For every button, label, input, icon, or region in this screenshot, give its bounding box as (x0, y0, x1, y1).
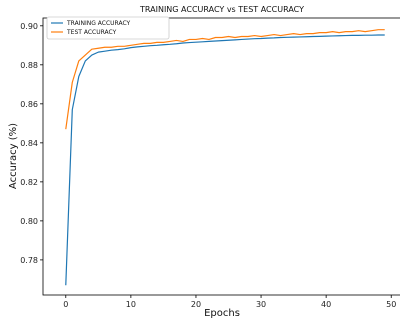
x-tick-label: 10 (126, 300, 136, 309)
series-line-test-accuracy (65, 29, 385, 130)
y-axis-title: Accuracy (%) (8, 123, 19, 189)
x-axis-title: Epochs (204, 308, 240, 319)
x-tick-label: 20 (191, 300, 201, 309)
x-tick-label: 0 (63, 300, 68, 309)
x-tick-label: 50 (386, 300, 396, 309)
series-lines (65, 29, 385, 286)
y-axis-ticks: 0.78 0.80 0.82 0.84 0.86 0.88 0.90 (20, 22, 43, 265)
x-tick-label: 30 (256, 300, 266, 309)
series-line-training-accuracy (65, 34, 385, 286)
y-tick-label: 0.80 (20, 217, 38, 226)
legend-label-test: TEST ACCURACY (66, 29, 117, 36)
y-tick-label: 0.90 (20, 22, 38, 31)
legend-box (46, 16, 170, 40)
y-tick-label: 0.82 (20, 178, 38, 187)
legend-label-training: TRAINING ACCURACY (66, 20, 131, 27)
y-tick-label: 0.78 (20, 256, 38, 265)
y-tick-label: 0.84 (20, 139, 38, 148)
chart-title: TRAINING ACCURACY vs TEST ACCURACY (139, 5, 304, 14)
x-tick-label: 40 (321, 300, 331, 309)
y-tick-label: 0.86 (20, 100, 38, 109)
y-tick-label: 0.88 (20, 61, 38, 70)
plot-area-frame (42, 17, 400, 296)
x-axis-ticks: 0 10 20 30 40 50 (63, 295, 396, 309)
legend: TRAINING ACCURACY TEST ACCURACY (46, 16, 170, 40)
